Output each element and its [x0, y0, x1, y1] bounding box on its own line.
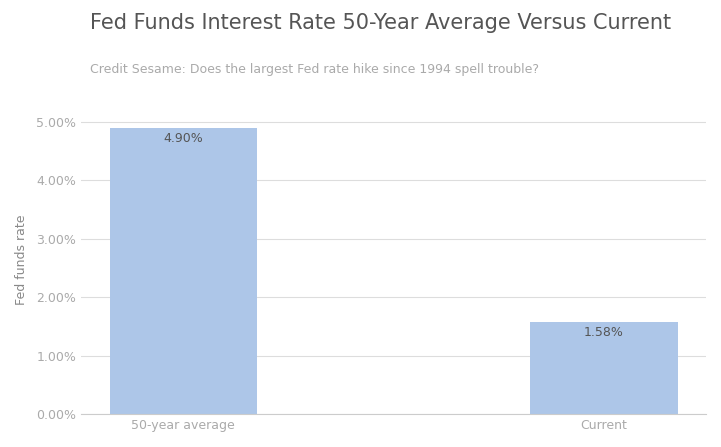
- Text: 1.58%: 1.58%: [584, 326, 624, 339]
- Text: Fed Funds Interest Rate 50-Year Average Versus Current: Fed Funds Interest Rate 50-Year Average …: [90, 13, 671, 34]
- Text: Credit Sesame: Does the largest Fed rate hike since 1994 spell trouble?: Credit Sesame: Does the largest Fed rate…: [90, 63, 539, 76]
- Y-axis label: Fed funds rate: Fed funds rate: [15, 214, 28, 304]
- Text: 4.90%: 4.90%: [164, 132, 203, 145]
- Bar: [110, 128, 257, 414]
- Bar: [531, 322, 678, 414]
